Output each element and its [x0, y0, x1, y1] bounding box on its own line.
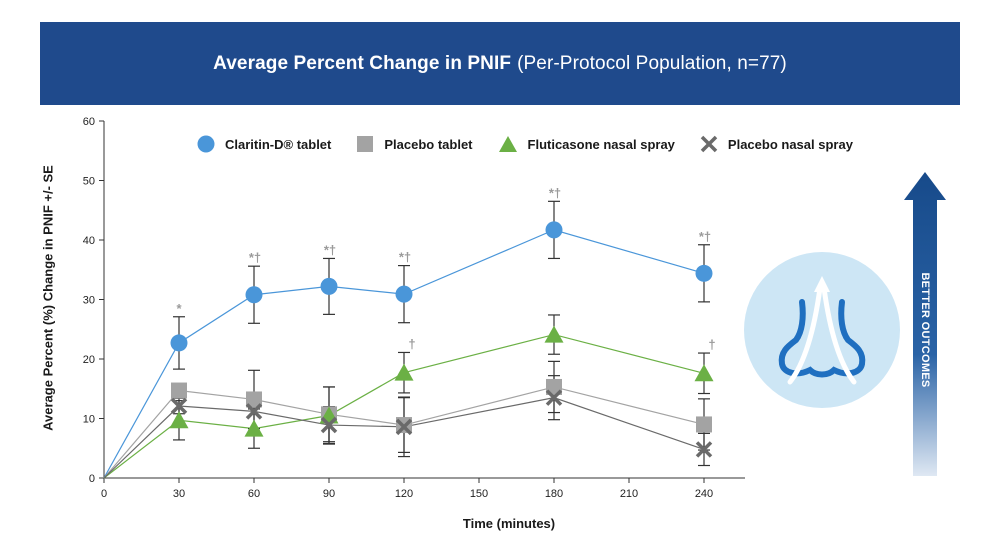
data-point-triangle	[169, 411, 189, 429]
significance-marker: *†	[324, 242, 336, 257]
legend-label-claritin: Claritin-D® tablet	[225, 136, 332, 152]
nose-airflow-icon	[744, 252, 900, 408]
x-tick-label: 210	[620, 488, 638, 500]
data-point-square	[171, 382, 187, 399]
significance-marker: *†	[699, 229, 711, 244]
data-point-circle	[320, 277, 338, 295]
legend-item-placebo-tablet: Placebo tablet	[355, 134, 473, 154]
x-tick-label: 0	[101, 488, 107, 500]
x-tick-label: 30	[173, 488, 185, 500]
legend-x-marker	[700, 135, 718, 153]
significance-marker: *	[176, 301, 182, 316]
data-point-circle	[170, 334, 188, 352]
legend-label-fluticasone: Fluticasone nasal spray	[527, 136, 675, 152]
significance-marker: *†	[249, 250, 261, 265]
y-tick-label: 60	[83, 116, 95, 128]
x-tick-label: 60	[248, 488, 260, 500]
chart-subtitle: (Per-Protocol Population, n=77)	[517, 52, 787, 74]
chart-title-banner: Average Percent Change in PNIF (Per-Prot…	[40, 22, 960, 105]
y-tick-label: 50	[83, 176, 95, 188]
data-point-square	[546, 378, 562, 395]
legend-circle-marker	[197, 135, 215, 153]
legend-label-placebo-spray: Placebo nasal spray	[727, 136, 853, 152]
legend-item-fluticasone: Fluticasone nasal spray	[497, 134, 675, 154]
data-point-square	[696, 416, 712, 433]
x-tick-label: 240	[695, 488, 713, 500]
x-tick-label: 120	[395, 488, 413, 500]
data-point-triangle	[394, 363, 414, 381]
y-tick-label: 40	[83, 235, 95, 247]
x-axis-title: Time (minutes)	[462, 516, 556, 531]
legend-square-marker	[357, 136, 374, 152]
significance-marker: *†	[399, 250, 411, 265]
y-tick-label: 0	[89, 473, 95, 485]
data-point-triangle	[244, 419, 264, 437]
x-tick-label: 150	[470, 488, 488, 500]
legend-item-claritin: Claritin-D® tablet	[196, 134, 331, 154]
data-point-circle	[695, 264, 713, 282]
legend-item-placebo-spray: Placebo nasal spray	[699, 134, 853, 154]
data-point-circle	[545, 221, 563, 239]
legend: Claritin-D® tablet Placebo tablet Flutic…	[196, 134, 853, 154]
data-point-x	[695, 441, 713, 458]
data-point-x	[170, 397, 188, 415]
data-point-x	[395, 418, 413, 436]
data-point-circle	[395, 285, 413, 303]
significance-marker: †	[708, 337, 715, 352]
data-point-x	[245, 403, 263, 420]
significance-marker: *†	[549, 185, 561, 200]
y-tick-label: 20	[83, 354, 95, 366]
data-point-triangle	[544, 325, 564, 343]
data-point-circle	[245, 286, 263, 304]
y-tick-label: 10	[83, 414, 95, 426]
x-tick-label: 90	[323, 488, 335, 500]
data-point-square	[246, 391, 262, 408]
better-outcomes-arrow	[904, 172, 946, 476]
data-point-x	[545, 389, 563, 406]
chart-title: Average Percent Change in PNIF	[213, 52, 512, 74]
y-tick-label: 30	[83, 295, 95, 307]
significance-marker: †	[408, 336, 415, 351]
legend-label-placebo-tablet: Placebo tablet	[384, 136, 473, 152]
data-point-x	[320, 416, 338, 434]
legend-triangle-marker	[498, 136, 517, 152]
data-point-triangle	[694, 364, 714, 382]
x-tick-label: 180	[545, 488, 563, 500]
